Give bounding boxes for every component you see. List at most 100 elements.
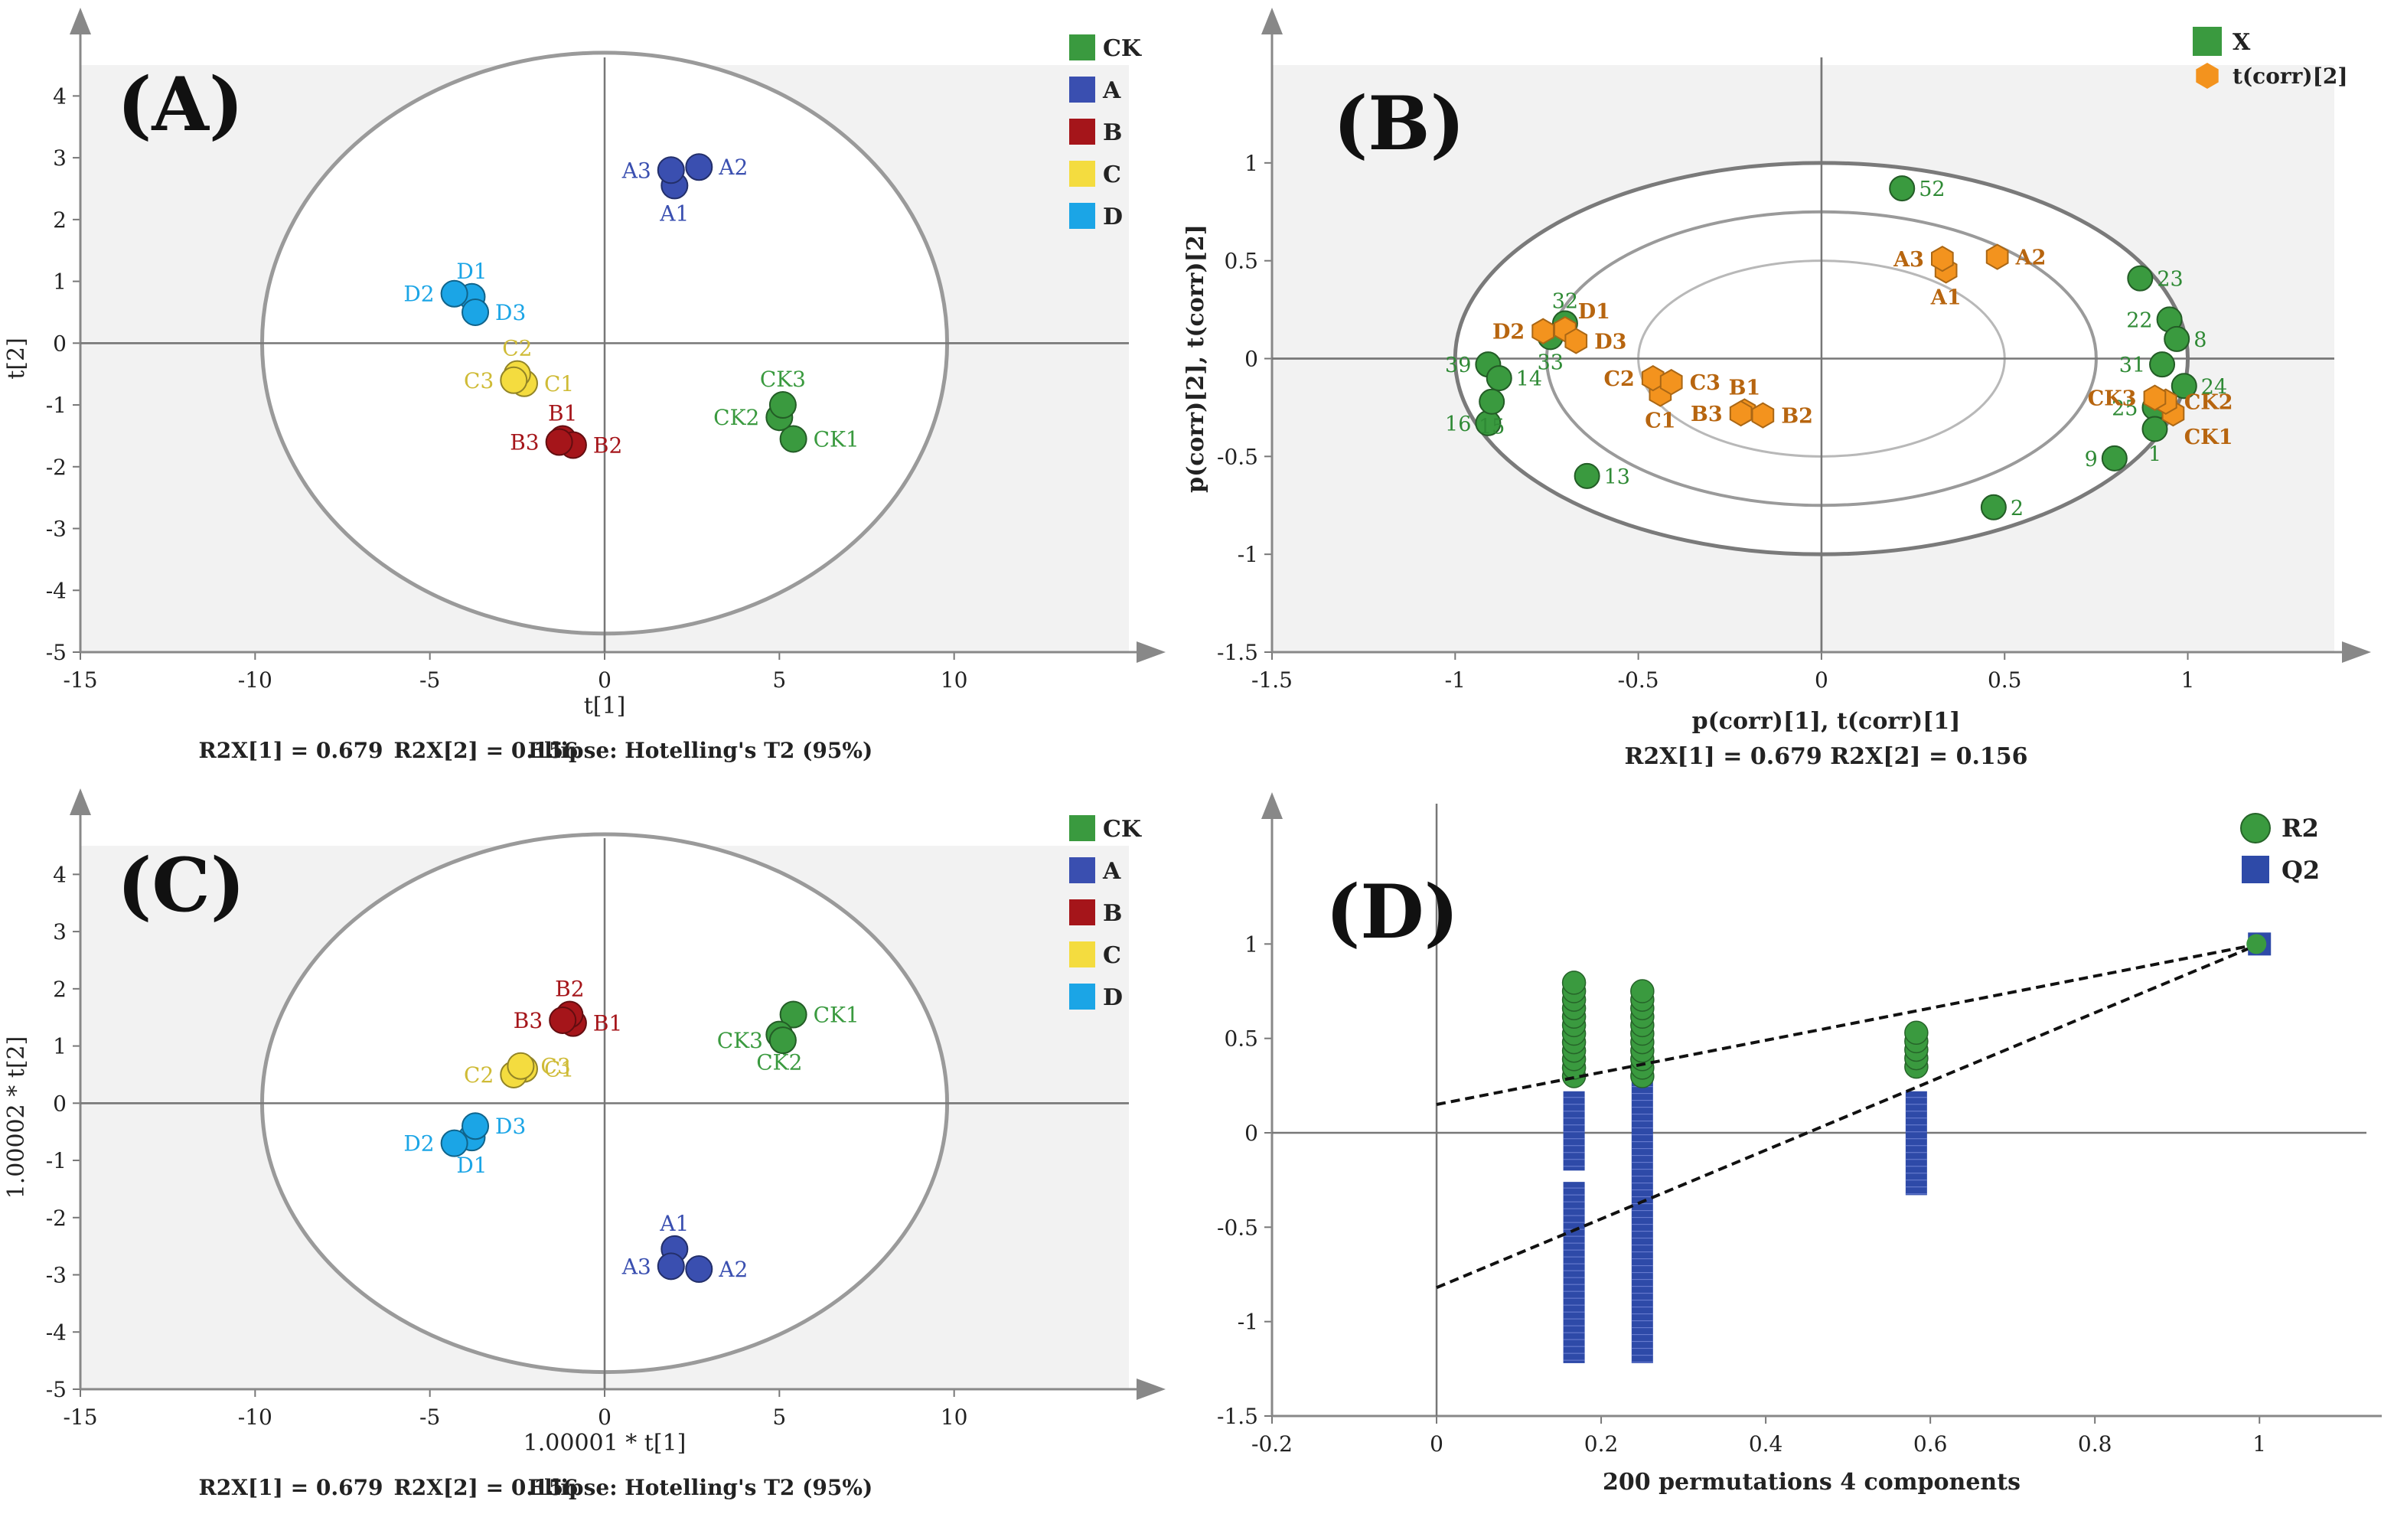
legend-label-C: C bbox=[1103, 942, 1121, 969]
x-tick-label: 10 bbox=[941, 1405, 968, 1430]
legend-swatch-A bbox=[1069, 77, 1095, 103]
panel-label: (C) bbox=[117, 842, 245, 928]
y-axis-arrow bbox=[70, 788, 91, 815]
legend-label-R2: R2 bbox=[2281, 814, 2319, 843]
footer-text: R2X[2] = 0.156 bbox=[393, 738, 578, 763]
y-axis-arrow bbox=[70, 8, 91, 34]
legend-label-D: D bbox=[1103, 204, 1123, 230]
sample-label-B3: B3 bbox=[1691, 403, 1723, 426]
variable-label-16: 16 bbox=[1445, 413, 1471, 436]
point-label-C2: C2 bbox=[464, 1062, 494, 1088]
variable-2 bbox=[1980, 494, 2007, 520]
legend-swatch-D bbox=[1069, 984, 1095, 1010]
point-A2 bbox=[685, 153, 713, 181]
panel-label: (A) bbox=[117, 61, 243, 148]
legend-swatch-C bbox=[1069, 161, 1095, 187]
y-tick-label: 0 bbox=[1244, 1121, 1258, 1146]
y-axis-title: t[2] bbox=[3, 338, 30, 380]
legend-swatch-X bbox=[2193, 27, 2222, 56]
variable-14 bbox=[1486, 365, 1512, 392]
sample-D2 bbox=[1531, 318, 1554, 344]
variable-label-14: 14 bbox=[1516, 367, 1542, 391]
q2-permutations bbox=[1563, 1066, 1927, 1363]
sample-label-C1: C1 bbox=[1645, 409, 1675, 433]
variable-label-15: 15 bbox=[1479, 416, 1505, 439]
point-label-A3: A3 bbox=[621, 158, 651, 183]
x-axis-arrow bbox=[1137, 1378, 1166, 1400]
point-label-A3: A3 bbox=[621, 1254, 651, 1279]
y-tick-label: -1 bbox=[46, 393, 67, 418]
point-label-CK2: CK2 bbox=[756, 1050, 802, 1075]
panel-C: -15 -10 -5 0 5 10-5-4-3-2-101234CK1CK2CK3A1A2… bbox=[3, 788, 1166, 1500]
variable-8 bbox=[2164, 325, 2190, 352]
y-tick-label: -1 bbox=[1238, 542, 1258, 567]
y-axis-title: 1.00002 * t[2] bbox=[3, 1036, 30, 1199]
legend-label-A: A bbox=[1102, 77, 1121, 104]
legend-label-tcorr: t(corr)[2] bbox=[2233, 64, 2348, 89]
y-tick-label: 1 bbox=[1244, 932, 1258, 957]
point-A3 bbox=[657, 1252, 685, 1281]
y-tick-label: -5 bbox=[46, 640, 67, 665]
x-tick-label: 0.8 bbox=[2078, 1431, 2112, 1457]
y-axis-arrow bbox=[1261, 792, 1283, 819]
y-tick-label: 1 bbox=[53, 269, 67, 295]
x-tick-label: -1 bbox=[1445, 667, 1466, 693]
legend-label-D: D bbox=[1103, 984, 1123, 1011]
sample-label-C3: C3 bbox=[1690, 371, 1720, 395]
x-axis-arrow bbox=[1137, 641, 1166, 663]
x-axis-arrow bbox=[2342, 641, 2371, 663]
variable-9 bbox=[2101, 445, 2128, 471]
legend-label-B: B bbox=[1103, 119, 1122, 146]
point-label-B2: B2 bbox=[593, 433, 622, 458]
x-tick-label: 0.6 bbox=[1913, 1431, 1948, 1457]
point-label-B3: B3 bbox=[510, 429, 539, 455]
legend-swatch-CK bbox=[1069, 34, 1095, 60]
sample-D3 bbox=[1564, 328, 1588, 354]
y-axis-arrow bbox=[1261, 8, 1283, 34]
variable-label-2: 2 bbox=[2011, 497, 2024, 520]
panel-A: -15 -10 -5 0 5 10-5-4-3-2-101234CK1CK2CK3A1A2… bbox=[3, 8, 1166, 763]
r2-permutations bbox=[1561, 971, 1929, 1088]
legend-label-B: B bbox=[1103, 900, 1122, 927]
y-tick-label: -0.5 bbox=[1217, 1215, 1258, 1240]
y-tick-label: -5 bbox=[46, 1377, 67, 1402]
y-tick-label: -4 bbox=[46, 1320, 67, 1345]
x-tick-label: 5 bbox=[772, 667, 786, 693]
y-tick-label: 0.5 bbox=[1224, 249, 1258, 274]
point-label-C3: C3 bbox=[540, 1054, 570, 1079]
legend-swatch-tcorr bbox=[2196, 63, 2219, 89]
sample-CK3 bbox=[2143, 384, 2167, 411]
point-A2 bbox=[685, 1255, 713, 1284]
x-tick-label: 1 bbox=[2181, 667, 2195, 693]
point-label-C1: C1 bbox=[544, 1056, 574, 1082]
point-label-CK2: CK2 bbox=[713, 405, 759, 430]
panel-D: -0.2 0 0.2 0.4 0.6 0.8 1-1.5-1-0.500.51R2Q2200… bbox=[1217, 792, 2382, 1496]
x-tick-label: 0.2 bbox=[1584, 1431, 1619, 1457]
variable-24 bbox=[2171, 373, 2197, 400]
x-tick-label: 5 bbox=[772, 1405, 786, 1430]
x-tick-label: 0.5 bbox=[1988, 667, 2022, 693]
footer-text: Ellipse: Hotelling's T2 (95%) bbox=[528, 1475, 872, 1500]
sample-label-D1: D1 bbox=[1578, 300, 1610, 324]
point-label-A1: A1 bbox=[659, 1211, 689, 1236]
point-label-D2: D2 bbox=[403, 282, 434, 307]
sample-B3 bbox=[1729, 400, 1753, 427]
sample-label-B2: B2 bbox=[1781, 405, 1813, 429]
sample-label-D3: D3 bbox=[1594, 330, 1626, 354]
y-tick-label: -1.5 bbox=[1217, 1404, 1258, 1429]
y-tick-label: 4 bbox=[53, 83, 67, 109]
point-label-D3: D3 bbox=[495, 1114, 526, 1139]
point-label-D2: D2 bbox=[403, 1131, 434, 1157]
point-label-C2: C2 bbox=[502, 336, 532, 361]
x-tick-label: -5 bbox=[419, 667, 440, 693]
legend-swatch-D bbox=[1069, 203, 1095, 229]
x-tick-label: 0 bbox=[1430, 1431, 1443, 1457]
y-tick-label: 0 bbox=[1244, 347, 1258, 372]
x-tick-label: -0.2 bbox=[1251, 1431, 1293, 1457]
r2-point bbox=[1561, 971, 1587, 995]
q2-regression-line bbox=[1436, 942, 2260, 1290]
